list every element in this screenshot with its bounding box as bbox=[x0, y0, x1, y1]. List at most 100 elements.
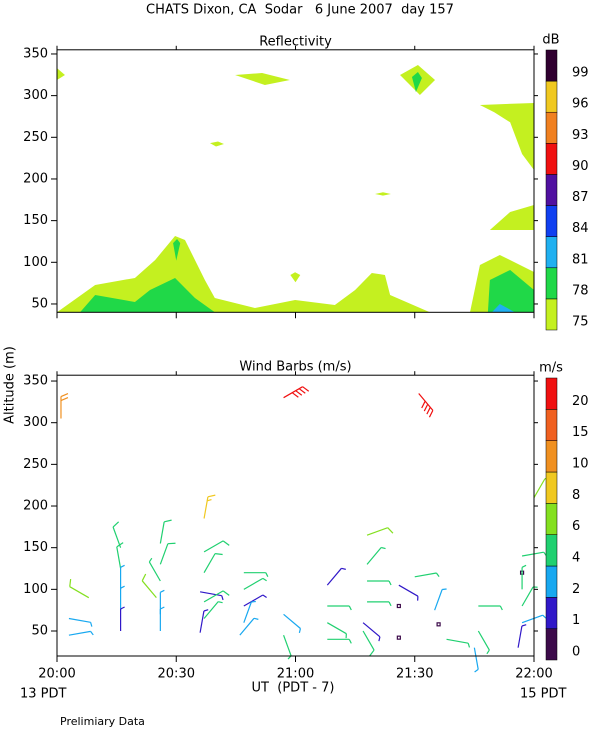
wind-barb bbox=[398, 584, 419, 601]
plot-area bbox=[57, 64, 534, 313]
wind-barb bbox=[434, 588, 447, 611]
colorbar-tick-label: 6 bbox=[572, 519, 580, 534]
wind-barb bbox=[243, 600, 256, 623]
barb-feather bbox=[388, 580, 392, 586]
barb-feather bbox=[467, 642, 471, 648]
colorbar-cell bbox=[545, 143, 558, 175]
y-tick-label: 300 bbox=[23, 88, 48, 103]
barb-feather bbox=[262, 594, 267, 598]
y-tick-label: 200 bbox=[23, 499, 48, 514]
colorbar-cell bbox=[545, 409, 558, 441]
wind-barb bbox=[199, 609, 209, 633]
barb-staff bbox=[239, 617, 255, 636]
colorbar-tick-label: 96 bbox=[572, 97, 589, 112]
barb-staff bbox=[243, 601, 252, 623]
colorbar-cell bbox=[545, 111, 558, 144]
barb-staff bbox=[326, 567, 342, 586]
wind-barb bbox=[159, 589, 165, 615]
wind-barb bbox=[69, 579, 90, 599]
wind-barb bbox=[116, 542, 124, 569]
x-tick-label: 21:00 bbox=[277, 667, 314, 682]
barb-feather bbox=[207, 498, 212, 502]
colorbar-tick-label: 75 bbox=[572, 315, 589, 330]
wind-barb bbox=[414, 572, 440, 578]
wind-barb bbox=[396, 603, 401, 609]
barb-feather bbox=[298, 388, 306, 394]
y-tick-label: 350 bbox=[23, 46, 48, 61]
contour-region bbox=[487, 269, 534, 313]
colorbar-cell bbox=[545, 503, 558, 535]
barb-staff bbox=[203, 590, 224, 603]
wind-barb bbox=[243, 577, 267, 590]
contour-region bbox=[411, 71, 422, 92]
barb-feather bbox=[221, 595, 224, 601]
barb-feather bbox=[348, 639, 352, 644]
wind-barb bbox=[362, 622, 381, 642]
barb-staff bbox=[434, 589, 443, 611]
barb-feather bbox=[207, 494, 216, 498]
barb-feather bbox=[381, 546, 386, 550]
wind-barb bbox=[477, 630, 490, 655]
colorbar-cell bbox=[545, 174, 558, 206]
wind-barb bbox=[159, 519, 172, 544]
contour-region bbox=[489, 204, 534, 230]
barb-staff bbox=[69, 586, 90, 599]
wind-barb bbox=[68, 617, 93, 627]
wind-barb bbox=[60, 392, 69, 419]
barb-feather bbox=[369, 649, 375, 657]
barb-feather bbox=[218, 601, 223, 604]
barb-staff bbox=[283, 613, 301, 629]
wind-barb bbox=[159, 606, 165, 632]
contour-region bbox=[235, 72, 290, 85]
colorbar-tick-label: 20 bbox=[572, 394, 589, 409]
wind-barb bbox=[68, 630, 94, 636]
wind-barb bbox=[327, 605, 352, 611]
wind-barb bbox=[283, 613, 302, 633]
y-tick-label: 200 bbox=[23, 171, 48, 186]
contour-region bbox=[173, 238, 181, 261]
barb-staff bbox=[159, 521, 165, 544]
barb-feather bbox=[164, 519, 172, 523]
panel-title: Reflectivity bbox=[259, 34, 332, 49]
calm-marker bbox=[436, 622, 441, 627]
wind-barb bbox=[141, 573, 157, 599]
y-axis-label: Altitude (m) bbox=[3, 346, 18, 424]
colorbar-tick-label: 1 bbox=[572, 613, 580, 628]
barb-feather bbox=[341, 567, 346, 570]
x-tick-label: 20:30 bbox=[158, 667, 195, 682]
barb-staff bbox=[203, 540, 224, 553]
wind-barb bbox=[243, 572, 269, 577]
barb-feather bbox=[60, 396, 69, 402]
wind-barb bbox=[326, 567, 346, 586]
barb-staff bbox=[477, 630, 490, 651]
barb-staff bbox=[148, 561, 161, 582]
barb-staff bbox=[203, 553, 216, 573]
barb-feather bbox=[542, 614, 547, 619]
colorbar-tick-label: 93 bbox=[572, 128, 589, 143]
barb-staff bbox=[159, 543, 169, 565]
wind-barb bbox=[119, 585, 125, 611]
wind-barb bbox=[366, 527, 394, 536]
wind-barb bbox=[199, 591, 224, 601]
barb-staff bbox=[362, 622, 381, 638]
colorbar-cell bbox=[545, 440, 558, 473]
wind-barb bbox=[283, 386, 310, 399]
barb-feather bbox=[499, 605, 503, 611]
y-tick-label: 50 bbox=[31, 296, 48, 311]
colorbar-cell bbox=[545, 80, 558, 113]
y-tick-label: 300 bbox=[23, 415, 48, 430]
colorbar-tick-label: 84 bbox=[572, 221, 589, 236]
barb-feather bbox=[120, 564, 125, 568]
chart-title: CHATS Dixon, CA Sodar 6 June 2007 day 15… bbox=[146, 3, 454, 18]
x-axis-label: UT (PDT - 7) bbox=[252, 681, 335, 696]
colorbar-tick-label: 2 bbox=[572, 582, 580, 597]
wind-barb bbox=[446, 638, 471, 648]
wind-barb bbox=[119, 564, 125, 590]
wind-barb bbox=[366, 546, 386, 565]
x-tick-label: 20:00 bbox=[38, 667, 75, 682]
contour-region bbox=[491, 303, 515, 313]
wind-barb bbox=[112, 521, 122, 548]
barb-feather bbox=[388, 601, 392, 607]
plot-frame bbox=[56, 374, 535, 657]
barb-staff bbox=[243, 594, 264, 607]
